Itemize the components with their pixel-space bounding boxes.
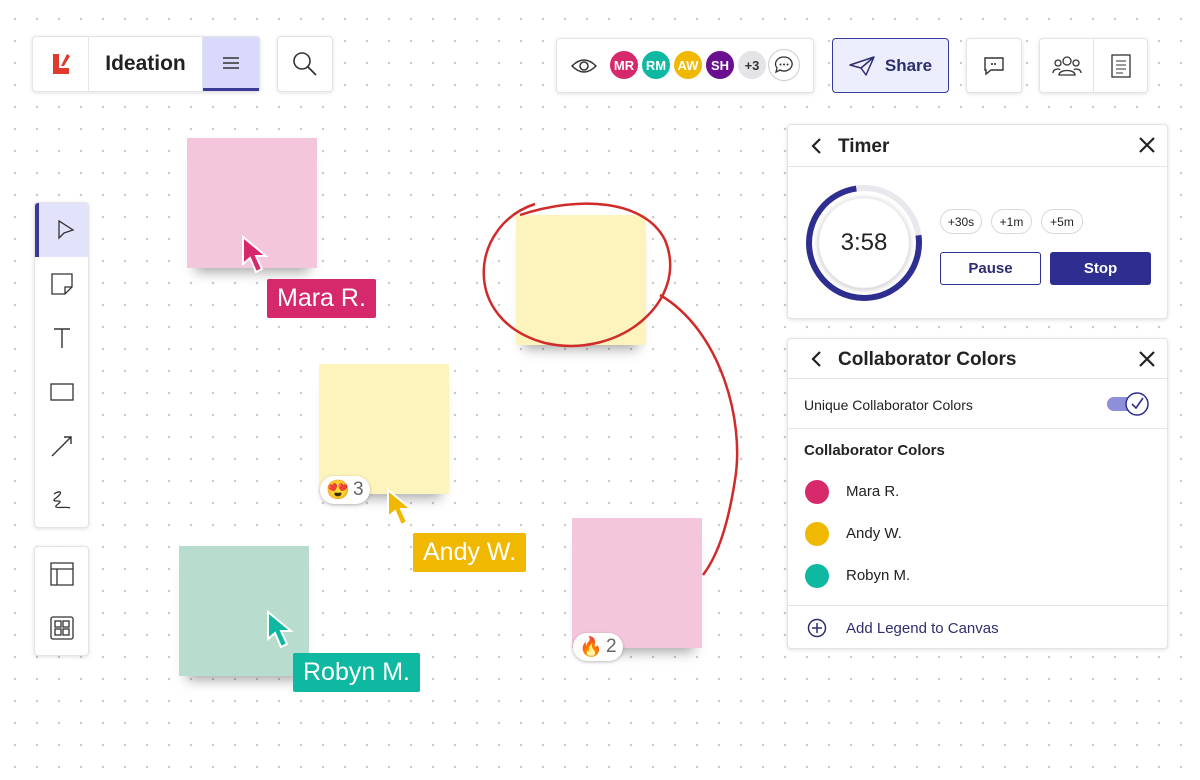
toggle-row: Unique Collaborator Colors	[788, 379, 1167, 429]
increment-button[interactable]: +5m	[1041, 209, 1083, 234]
board-menu: Ideation	[32, 36, 260, 92]
back-button[interactable]	[810, 350, 822, 368]
share-button[interactable]: Share	[832, 38, 949, 93]
color-swatch[interactable]	[805, 480, 829, 504]
people-button[interactable]	[1040, 39, 1095, 92]
close-button[interactable]	[1138, 350, 1156, 368]
increment-button[interactable]: +1m	[991, 209, 1032, 234]
grid-tool[interactable]	[35, 601, 89, 655]
panel-title: Timer	[838, 136, 890, 157]
share-label: Share	[884, 55, 933, 75]
cursor-arrow	[387, 487, 414, 527]
draw-icon	[53, 491, 71, 509]
view-icon[interactable]	[571, 57, 597, 75]
cursor-label: Andy W.	[413, 533, 527, 572]
collaborator-name: Mara R.	[846, 483, 900, 500]
pause-button[interactable]: Pause	[940, 252, 1041, 285]
shape-icon	[50, 383, 74, 401]
text-tool[interactable]	[35, 311, 88, 365]
reaction-count: 2	[606, 636, 617, 657]
comment-icon	[984, 56, 1004, 75]
select-icon	[58, 219, 75, 240]
toggle-switch[interactable]	[1106, 391, 1152, 417]
comment-button[interactable]	[966, 38, 1022, 93]
menu-button[interactable]	[203, 37, 259, 91]
panel-header: Collaborator Colors	[788, 339, 1167, 379]
add-legend-row[interactable]: Add Legend to Canvas	[788, 605, 1167, 648]
chat-button[interactable]	[768, 49, 800, 81]
board-title[interactable]: Ideation	[89, 37, 203, 91]
logo-icon	[52, 54, 70, 74]
avatar-overflow[interactable]: +3	[736, 49, 768, 81]
search-icon	[293, 52, 317, 76]
avatar[interactable]: MR	[608, 49, 640, 81]
close-button[interactable]	[1138, 136, 1156, 154]
panel-buttons	[1039, 38, 1148, 93]
color-swatch[interactable]	[805, 522, 829, 546]
timer-time: 3:58	[840, 229, 888, 256]
toolbar	[34, 202, 89, 528]
grid-icon	[50, 616, 74, 640]
notes-button[interactable]	[1094, 39, 1147, 92]
cursor-label: Mara R.	[267, 279, 376, 318]
reaction-count: 3	[353, 479, 364, 500]
reaction-emoji: 🔥	[579, 637, 604, 658]
line-icon	[51, 436, 72, 457]
template-tool[interactable]	[35, 547, 89, 601]
share-icon	[849, 55, 875, 76]
colors-panel: Collaborator Colors Unique Collaborator …	[787, 338, 1168, 649]
line-tool[interactable]	[35, 419, 88, 473]
sticky-tool[interactable]	[35, 257, 88, 311]
color-swatch[interactable]	[805, 564, 829, 588]
section-title: Collaborator Colors	[804, 442, 945, 459]
toggle-label: Unique Collaborator Colors	[804, 397, 973, 413]
chat-icon	[774, 56, 793, 74]
add-icon	[807, 618, 827, 638]
sticky-note[interactable]	[516, 215, 646, 345]
sticky-icon	[51, 273, 73, 295]
search-button[interactable]	[277, 36, 333, 92]
timer-panel: Timer 3:58 +30s +1m +5m Pause Stop	[787, 124, 1168, 319]
collaborators-bar: MR RM AW SH +3	[556, 38, 814, 93]
sticky-note[interactable]	[187, 138, 317, 268]
toolbar-secondary	[34, 546, 89, 656]
sticky-note[interactable]	[179, 546, 309, 676]
reaction[interactable]: 🔥 2	[573, 633, 623, 661]
collaborator-name: Robyn M.	[846, 567, 911, 584]
avatar[interactable]: SH	[704, 49, 736, 81]
reaction[interactable]: 😍 3	[320, 476, 370, 504]
stop-button[interactable]: Stop	[1050, 252, 1151, 285]
panel-title: Collaborator Colors	[838, 349, 1017, 370]
logo[interactable]	[33, 37, 90, 91]
people-icon	[1052, 55, 1082, 76]
sticky-note[interactable]	[319, 364, 449, 494]
collaborator-name: Andy W.	[846, 525, 902, 542]
avatar[interactable]: AW	[672, 49, 704, 81]
sticky-note[interactable]	[572, 518, 702, 648]
menu-icon	[223, 56, 239, 69]
draw-tool[interactable]	[35, 473, 88, 527]
back-button[interactable]	[810, 137, 822, 155]
add-legend-label: Add Legend to Canvas	[846, 620, 999, 637]
text-icon	[54, 328, 70, 348]
select-tool[interactable]	[35, 203, 88, 257]
reaction-emoji: 😍	[326, 480, 351, 501]
timer-ring	[806, 185, 922, 301]
notes-icon	[1111, 53, 1131, 78]
shape-tool[interactable]	[35, 365, 88, 419]
avatar[interactable]: RM	[640, 49, 672, 81]
template-icon	[50, 562, 74, 586]
increment-button[interactable]: +30s	[940, 209, 982, 234]
cursor-label: Robyn M.	[293, 653, 420, 692]
panel-header: Timer	[788, 125, 1167, 167]
